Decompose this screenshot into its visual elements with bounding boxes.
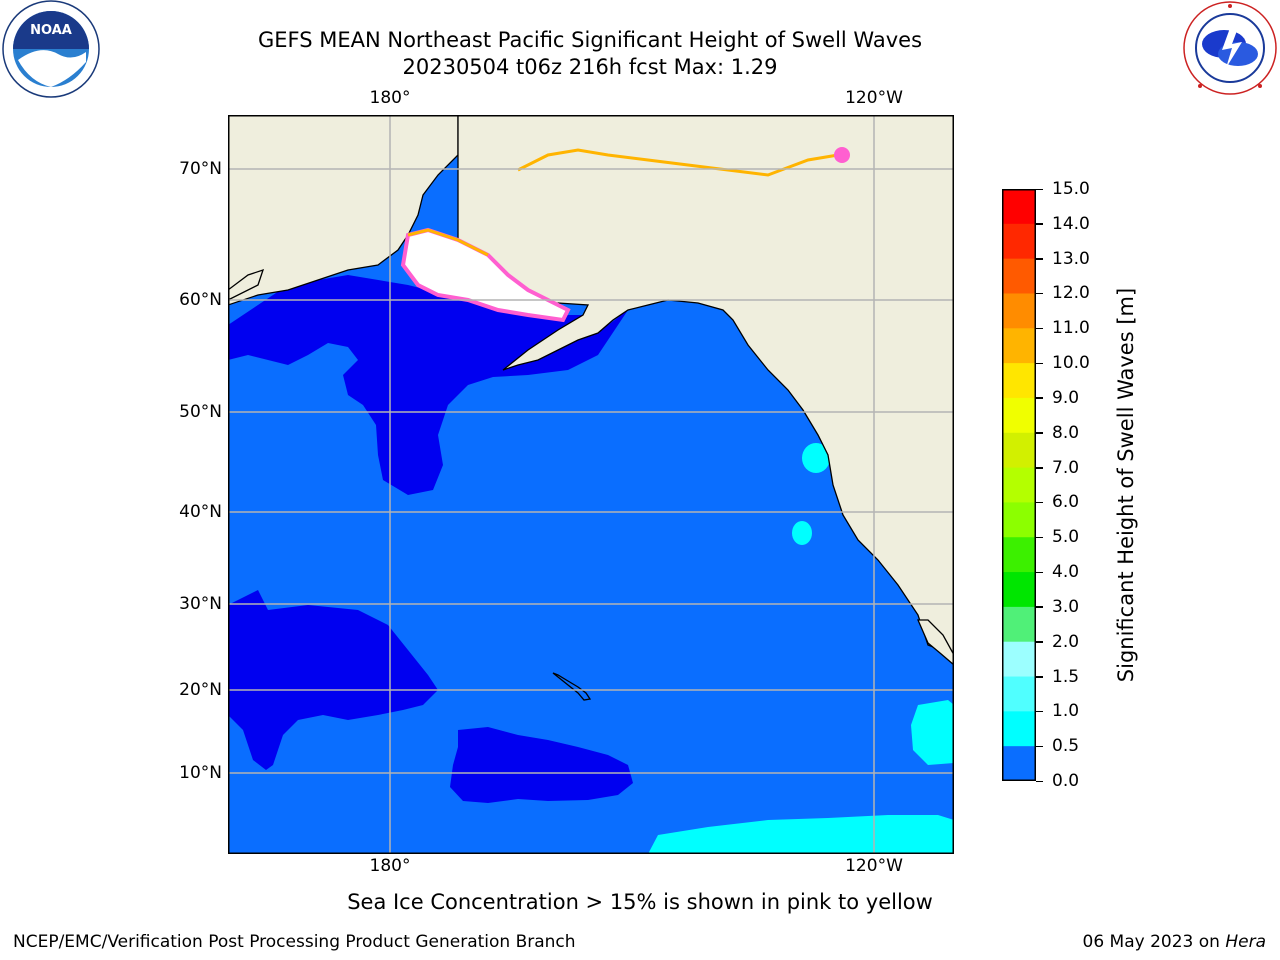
- footer-host: Hera: [1225, 932, 1266, 952]
- colorbar-swatch: [1002, 711, 1036, 747]
- gridlines: [228, 115, 954, 854]
- colorbar-tick-label: 6.0: [1052, 492, 1080, 513]
- colorbar-swatch: [1002, 502, 1036, 538]
- mid-swell-south: [648, 815, 954, 854]
- low-swell-south: [450, 727, 633, 803]
- colorbar-tick-label: 4.0: [1052, 562, 1080, 583]
- colorbar-tick-mark: [1036, 397, 1043, 399]
- colorbar-tick-mark: [1036, 745, 1043, 748]
- map-title: GEFS MEAN Northeast Pacific Significant …: [257, 28, 923, 52]
- colorbar-swatch: [1002, 467, 1036, 503]
- colorbar-tick-label: 5.0: [1052, 527, 1080, 548]
- colorbar-frame: [1002, 189, 1036, 781]
- lon-label-bottom-180: 180°: [369, 856, 411, 876]
- colorbar-tick-mark: [1036, 606, 1043, 608]
- mid-swell-patch-1: [802, 443, 830, 473]
- sea-ice-note: Sea Ice Concentration > 15% is shown in …: [347, 890, 933, 914]
- lon-label-top-180: 180°: [369, 88, 411, 108]
- colorbar-swatch: [1002, 606, 1036, 643]
- colorbar-tick-label: 1.5: [1052, 666, 1080, 687]
- colorbar-swatch: [1002, 572, 1036, 608]
- land-hawaii: [552, 672, 592, 701]
- colorbar-tick-label: 15.0: [1052, 179, 1090, 199]
- land-siberia: [228, 115, 459, 306]
- colorbar-tick-mark: [1036, 571, 1043, 574]
- colorbar-tick-label: 0.0: [1052, 771, 1080, 791]
- colorbar-tick-label: 8.0: [1052, 422, 1080, 443]
- lat-label-30n: 30°N: [179, 594, 222, 614]
- colorbar-title: Significant Height of Swell Waves [m]: [1114, 287, 1138, 683]
- colorbar-swatch: [1002, 432, 1036, 469]
- land-mexico: [917, 619, 954, 666]
- colorbar-tick-mark: [1036, 536, 1043, 539]
- lat-label-60n: 60°N: [179, 290, 222, 310]
- colorbar-tick-mark: [1036, 641, 1043, 643]
- footer-date-text: 06 May 2023 on: [1082, 932, 1226, 952]
- colorbar-tick-mark: [1036, 780, 1043, 782]
- colorbar-swatch: [1002, 258, 1036, 294]
- mid-swell-patch-2: [792, 521, 812, 545]
- colorbar-swatch: [1002, 746, 1036, 781]
- colorbar-tick-mark: [1036, 223, 1043, 225]
- ice-patch: [834, 147, 850, 163]
- colorbar-tick-label: 12.0: [1052, 283, 1090, 304]
- mid-swell-east: [911, 700, 954, 765]
- colorbar-tick-mark: [1036, 676, 1043, 678]
- colorbar-tick-label: 1.0: [1052, 701, 1080, 722]
- footer-branch: NCEP/EMC/Verification Post Processing Pr…: [13, 932, 576, 952]
- colorbar-tick-label: 7.0: [1052, 457, 1080, 478]
- colorbar-tick-mark: [1036, 501, 1043, 504]
- lon-label-top-120w: 120°W: [845, 88, 903, 108]
- colorbar-tick-label: 3.0: [1052, 596, 1080, 617]
- map-frame: [228, 115, 954, 854]
- colorbar-swatch: [1002, 641, 1036, 678]
- colorbar-swatch: [1002, 189, 1036, 225]
- nws-logo: [1183, 1, 1277, 95]
- colorbar: [1002, 189, 1036, 781]
- colorbar-tick-mark: [1036, 467, 1043, 469]
- colorbar-tick-label: 10.0: [1052, 353, 1090, 374]
- colorbar-tick-mark: [1036, 710, 1043, 713]
- lon-label-bottom-120w: 120°W: [845, 856, 903, 876]
- colorbar-swatch: [1002, 223, 1036, 260]
- colorbar-swatch: [1002, 328, 1036, 364]
- lat-label-50n: 50°N: [179, 402, 222, 422]
- map-panel: [228, 115, 954, 854]
- colorbar-tick-label: 9.0: [1052, 387, 1080, 408]
- footer-date: 06 May 2023 on Hera: [1083, 932, 1267, 952]
- colorbar-swatch: [1002, 397, 1036, 434]
- colorbar-swatch: [1002, 363, 1036, 399]
- land-kamchatka: [228, 268, 265, 301]
- sea-ice-edge: [407, 228, 489, 257]
- map-subtitle: 20230504 t06z 216h fcst Max: 1.29: [402, 55, 778, 79]
- noaa-logo: NOAA: [2, 0, 100, 98]
- arctic-ice-edge: [517, 148, 839, 177]
- low-swell-west: [228, 590, 438, 770]
- colorbar-tick-mark: [1036, 327, 1043, 330]
- colorbar-tick-mark: [1036, 292, 1043, 295]
- colorbar-tick-label: 13.0: [1052, 248, 1090, 269]
- colorbar-tick-mark: [1036, 362, 1043, 365]
- low-swell-north: [228, 275, 628, 495]
- lat-label-40n: 40°N: [179, 502, 222, 522]
- lat-label-70n: 70°N: [179, 159, 222, 179]
- colorbar-swatch: [1002, 676, 1036, 712]
- lat-label-20n: 20°N: [179, 680, 222, 700]
- colorbar-tick-mark: [1036, 432, 1043, 434]
- colorbar-tick-label: 2.0: [1052, 631, 1080, 652]
- noaa-logo-text: NOAA: [30, 23, 72, 38]
- colorbar-swatch: [1002, 293, 1036, 329]
- colorbar-swatch: [1002, 537, 1036, 573]
- colorbar-tick-mark: [1036, 188, 1043, 190]
- colorbar-tick-label: 11.0: [1052, 318, 1090, 339]
- colorbar-tick-label: 0.5: [1052, 736, 1080, 757]
- colorbar-tick-label: 14.0: [1052, 213, 1090, 234]
- colorbar-tick-mark: [1036, 258, 1043, 260]
- lat-label-10n: 10°N: [179, 763, 222, 783]
